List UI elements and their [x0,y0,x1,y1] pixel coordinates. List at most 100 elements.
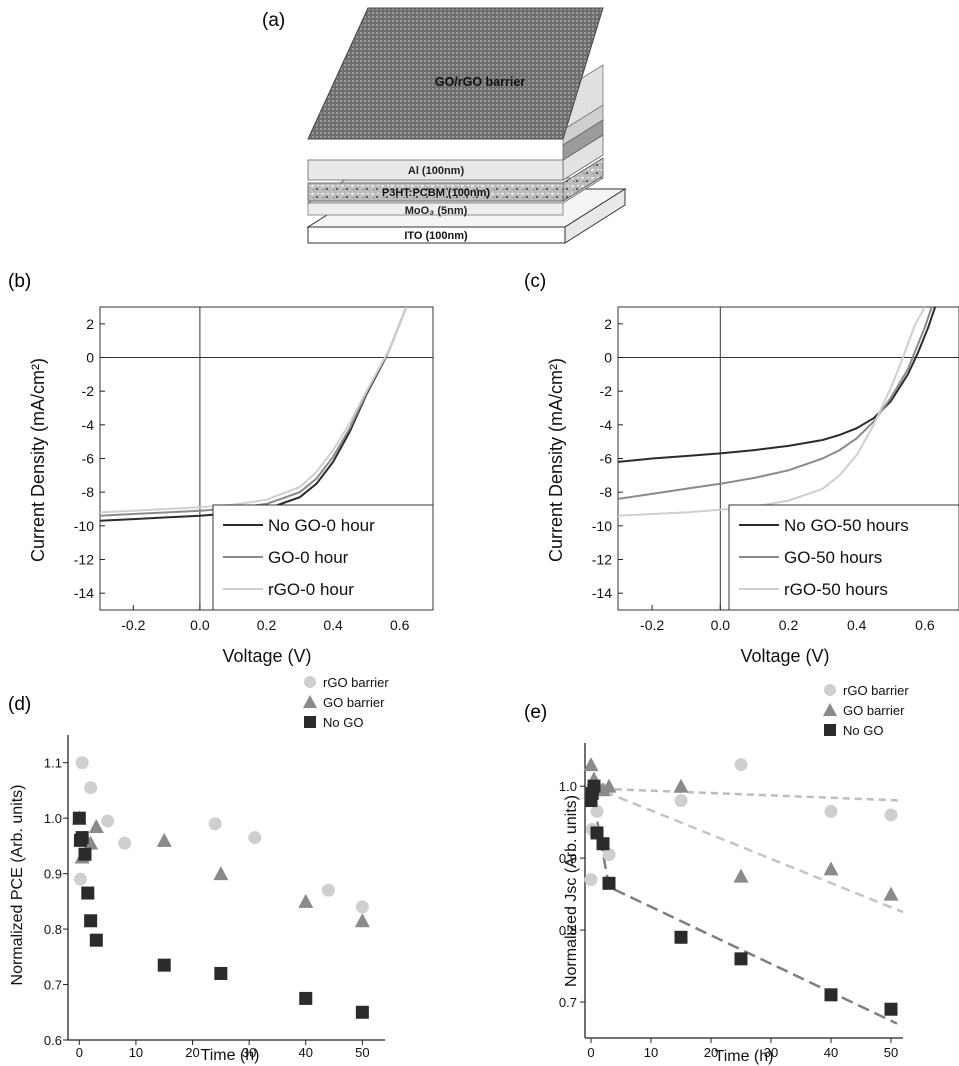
data-point [101,814,115,828]
data-point [884,1002,898,1016]
y-tick-label: 0.9 [559,851,577,866]
y-tick-label: 0 [604,350,612,366]
x-tick-label: 0.6 [915,617,935,633]
data-point [214,966,228,980]
x-tick-label: 50 [355,1045,369,1060]
y-tick-label: 0.7 [44,978,62,993]
fit-line [589,785,898,1025]
data-point [75,756,89,770]
data-point [583,757,599,772]
x-tick-label: 0.4 [323,617,343,633]
data-point [157,958,171,972]
x-axis-label: Time (h) [201,1047,260,1064]
y-tick-label: -4 [82,417,95,433]
data-point [88,819,104,833]
series-line [618,307,937,463]
legend-label: GO barrier [323,695,385,710]
data-point [733,868,749,883]
data-point [304,716,316,728]
data-point [84,914,98,928]
y-tick-label: 0.8 [559,923,577,938]
layer-label-moo3: MoO₃ (5nm) [405,205,468,217]
y-tick-label: -2 [600,383,613,399]
data-point [734,952,748,966]
y-tick-label: -12 [592,552,612,568]
pce-decay-chart: 0 10 20 30 40 50 0.6 0.7 0.8 0.9 1.0 1.1 Time (h) Nor… [9,675,389,1064]
data-point [673,778,689,793]
legend-label: GO-0 hour [268,548,349,567]
data-point [824,804,838,818]
data-point [674,794,688,808]
fit-line [590,785,904,914]
x-tick-label: 0.0 [711,617,731,633]
data-point [355,1005,369,1019]
legend-label: No GO [323,715,363,730]
data-point [75,831,89,845]
y-tick-label: 0.8 [44,922,62,937]
x-tick-label: 50 [884,1045,898,1060]
y-tick-label: -10 [592,518,612,534]
data-point [298,893,314,908]
y-tick-label: -6 [82,451,95,467]
y-tick-label: 0.6 [44,1033,62,1048]
data-point [584,873,598,887]
data-point [299,991,313,1005]
data-point [590,826,604,840]
layer-label-al: Al (100nm) [408,165,465,177]
series-line [100,307,408,517]
x-tick-label: 30 [242,1045,256,1060]
y-tick-label: 0 [86,350,94,366]
data-point [587,779,601,793]
data-point [823,703,837,716]
data-point [601,778,617,793]
x-tick-label: 0.0 [190,617,210,633]
data-point [602,876,616,890]
legend-label: rGO-0 hour [268,580,354,599]
y-tick-label: 1.1 [44,756,62,771]
data-point [823,861,839,876]
y-axis-label: Current Density (mA/cm²) [546,358,566,562]
panel-label-c: (c) [524,271,546,292]
legend-label: rGO barrier [323,675,389,690]
data-point [590,804,604,818]
data-point [734,758,748,772]
data-point [303,695,317,708]
layer-label-active: P3HT:PCBM (100nm) [382,187,491,199]
y-tick-label: 0.9 [44,867,62,882]
x-tick-label: 0 [587,1045,594,1060]
x-axis-label: Voltage (V) [222,646,311,666]
legend-label: No GO [843,723,883,738]
data-point [595,782,611,797]
data-point [89,933,103,947]
jv-chart-50-hours: -0.2 0.0 0.2 0.4 0.6 2 0 -2 -4 -6 -8 -10 -12 -14 Volta… [546,306,959,666]
x-tick-label: 0.2 [257,617,277,633]
data-point [248,831,262,845]
y-tick-label: -6 [600,451,613,467]
data-point [304,676,316,688]
panel-label-b: (b) [8,271,31,292]
data-point [355,900,369,914]
data-point [73,872,87,886]
y-tick-label: -12 [74,552,94,568]
x-tick-label: 0.4 [847,617,867,633]
layer-label-barrier: GO/rGO barrier [435,75,525,89]
x-tick-label: 30 [764,1045,778,1060]
data-point [602,848,616,862]
x-tick-label: 0.2 [779,617,799,633]
x-axis-label: Voltage (V) [740,646,829,666]
panel-label-d: (d) [8,694,31,715]
y-tick-label: 1.0 [44,811,62,826]
y-axis-label: Current Density (mA/cm²) [28,358,48,562]
data-point [72,811,86,825]
y-tick-label: 0.7 [559,995,577,1010]
data-point [118,836,132,850]
series-line [618,307,933,500]
data-point [824,724,836,736]
y-tick-label: 2 [604,316,612,332]
data-point [596,837,610,851]
data-point [213,866,229,881]
data-point [674,930,688,944]
data-point [81,886,95,900]
data-point [156,832,172,847]
